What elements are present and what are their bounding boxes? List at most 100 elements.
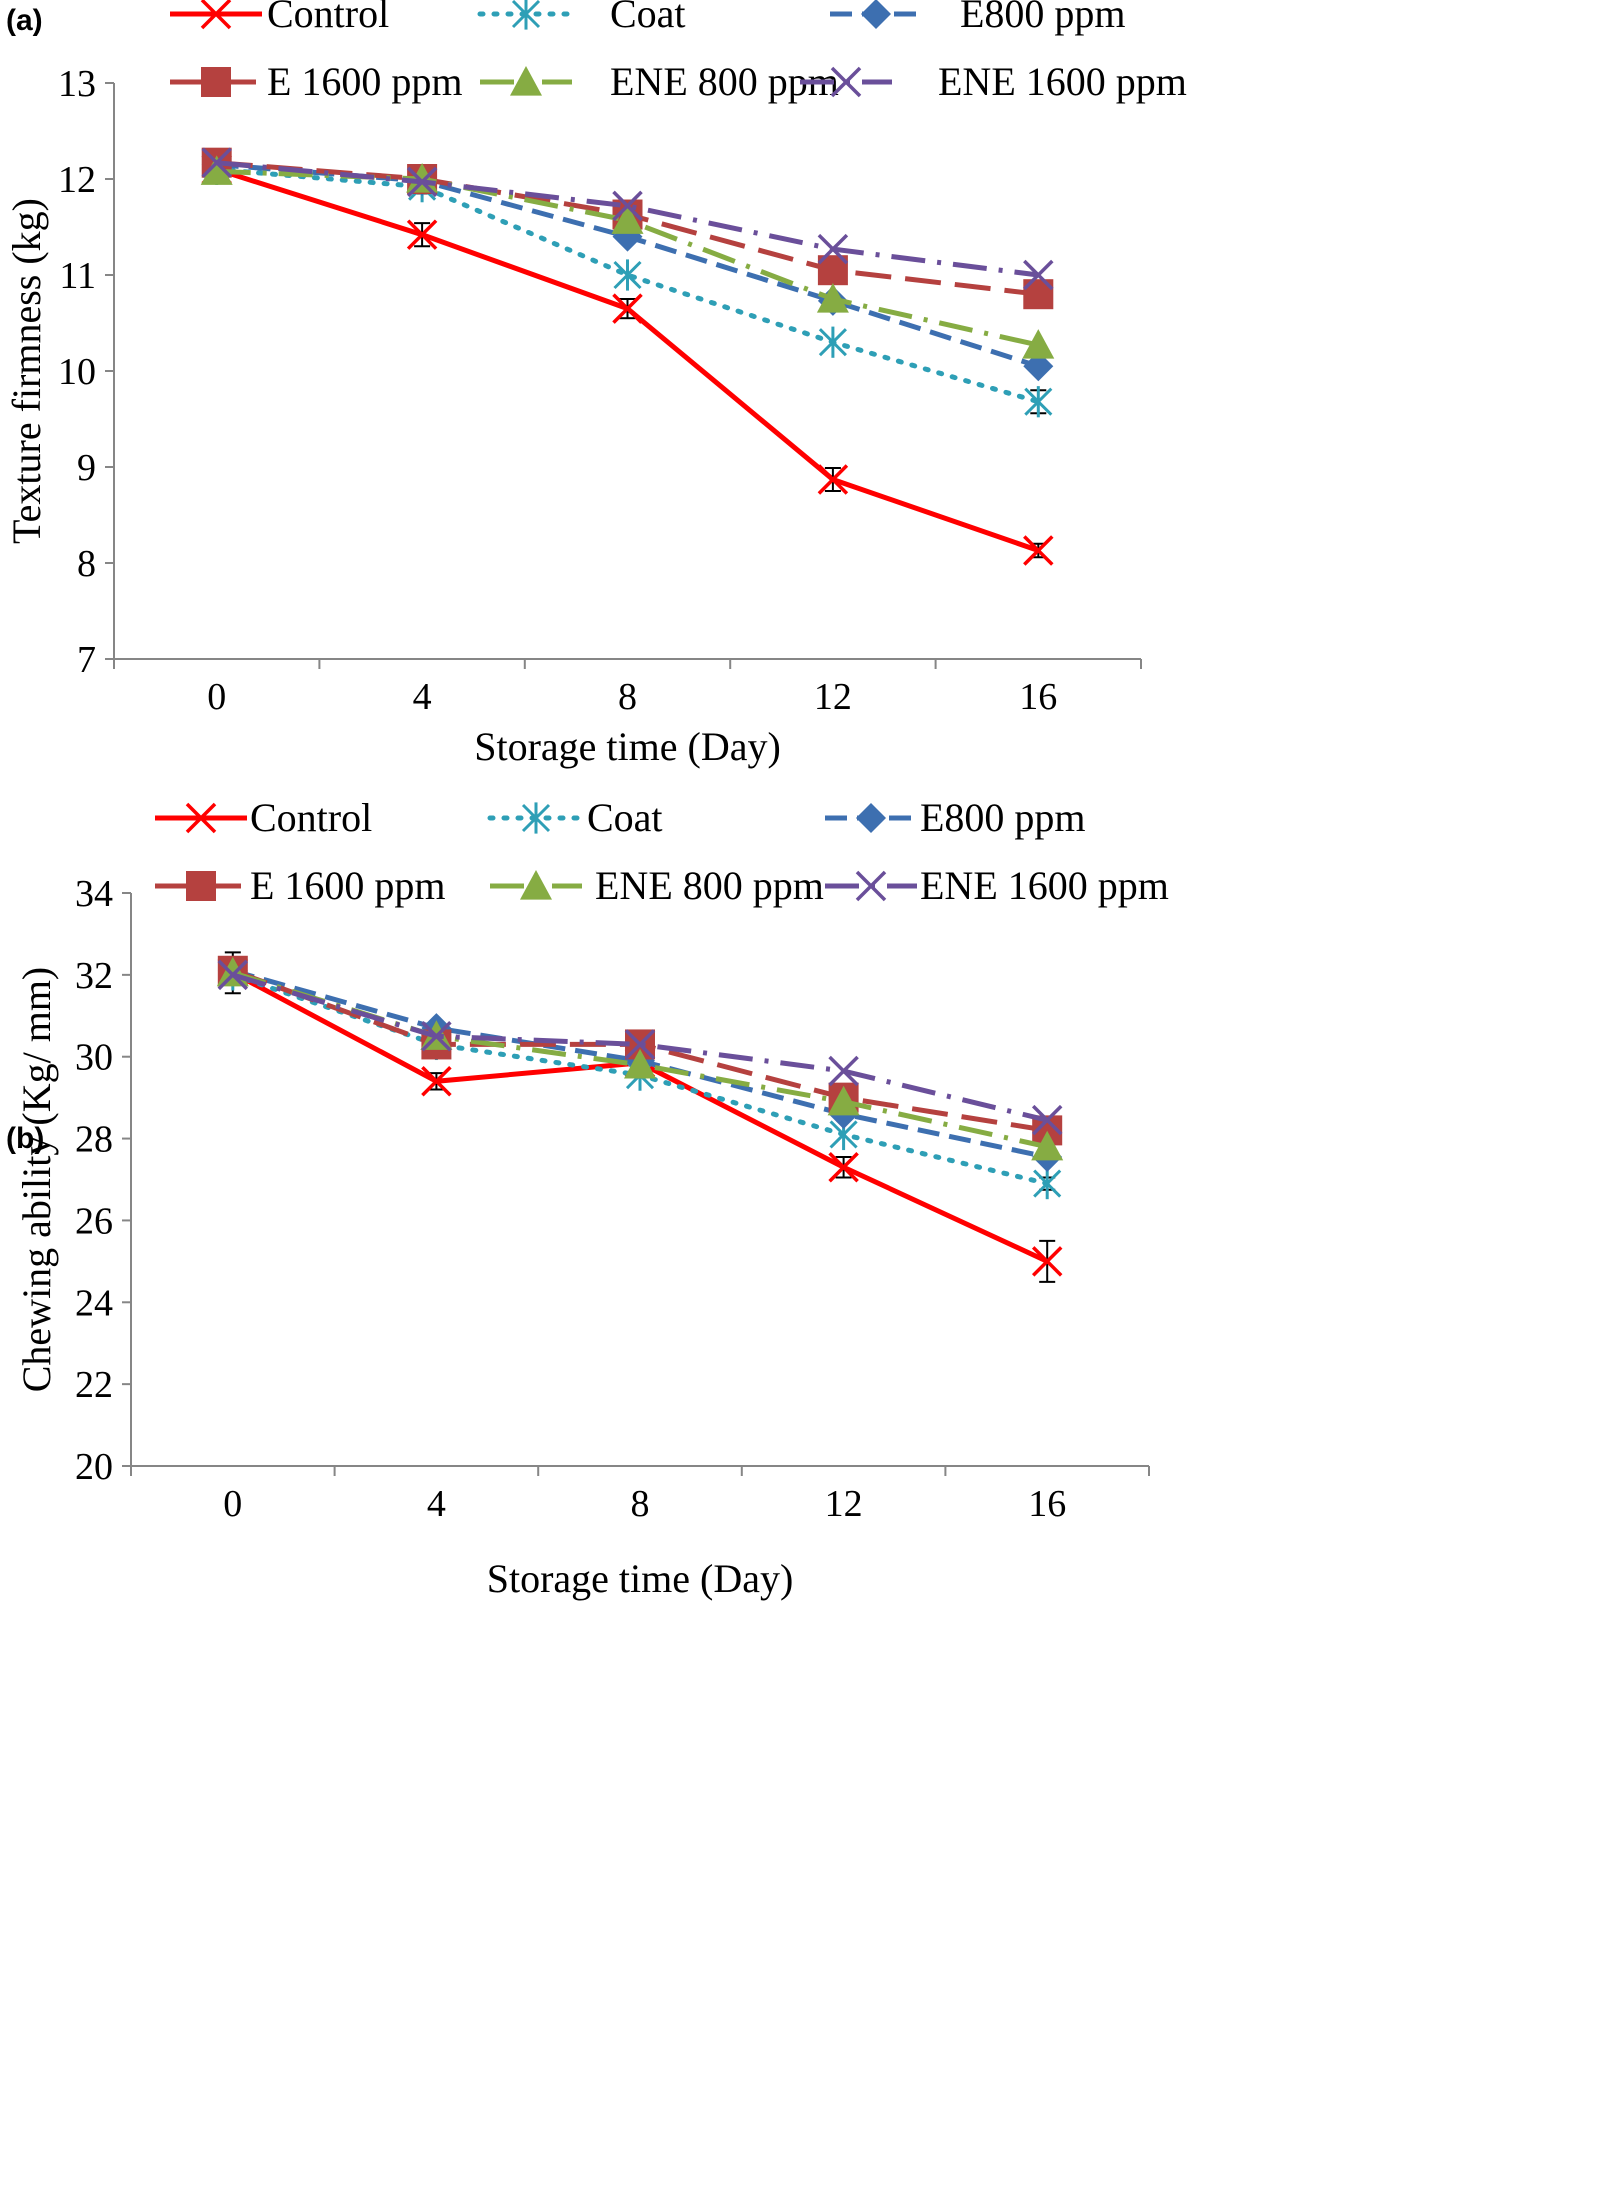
data-point	[624, 1029, 656, 1060]
series-coat	[202, 153, 1053, 418]
data-point	[817, 233, 849, 265]
y-tick-label: 30	[75, 1037, 113, 1079]
legend-label: Control	[267, 0, 389, 36]
legend-label: E800 ppm	[960, 0, 1126, 36]
legend-marker	[186, 871, 216, 901]
legend-marker	[520, 870, 552, 900]
series-line	[232, 972, 1048, 1123]
legend-entry-e800-ppm: E800 ppm	[830, 0, 1126, 36]
series-line	[216, 160, 1039, 278]
data-point	[200, 155, 233, 185]
legend-label: E 1600 ppm	[267, 59, 463, 104]
series-ene-800-ppm	[216, 956, 1064, 1161]
data-point	[1022, 329, 1055, 359]
series-ene-800-ppm	[200, 155, 1055, 359]
series-ene-1600-ppm	[217, 959, 1063, 1136]
legend-entry-e-1600-ppm: E 1600 ppm	[155, 863, 446, 908]
legend-marker	[200, 0, 232, 30]
y-tick-label: 22	[75, 1364, 113, 1406]
legend-marker	[861, 0, 891, 29]
legend-entry-e-1600-ppm: E 1600 ppm	[170, 59, 463, 104]
data-point	[1031, 1246, 1063, 1277]
legend-marker	[511, 0, 541, 30]
data-point	[406, 166, 438, 198]
x-tick-label: 8	[631, 1483, 650, 1525]
data-point	[624, 1048, 656, 1079]
y-tick-label: 32	[75, 955, 113, 997]
chart-panel-b: 20 22 24 26 28 30 32 34 0 4 8 12 16 Storage time (Day…	[14, 795, 1169, 1601]
data-point	[421, 1066, 452, 1097]
legend-entry-ene-1600-ppm: ENE 1600 ppm	[825, 863, 1169, 908]
y-axis-title: Chewing ability (Kg/ mm)	[14, 967, 59, 1393]
x-tick-label: 16	[1028, 1483, 1066, 1525]
x-tick-label: 4	[413, 676, 432, 718]
data-point	[611, 204, 644, 234]
data-point	[421, 1021, 452, 1052]
y-tick-label: 13	[58, 63, 96, 105]
data-point	[1031, 1130, 1064, 1161]
data-point	[816, 283, 849, 313]
legend-marker	[521, 802, 551, 834]
x-tick-label: 12	[825, 1483, 863, 1525]
series-ene-1600-ppm	[201, 147, 1054, 291]
y-tick-label: 24	[75, 1282, 113, 1324]
data-point	[828, 1151, 859, 1183]
legend-entry-control: Control	[170, 0, 389, 36]
data-point	[1023, 351, 1054, 382]
legend-entry-coat: Coat	[477, 0, 686, 36]
data-point	[828, 1055, 859, 1087]
y-tick-label: 10	[58, 351, 96, 393]
x-tick-label: 4	[427, 1483, 446, 1525]
legend-label: Coat	[587, 795, 663, 840]
data-point	[827, 1085, 860, 1116]
legend-entry-control: Control	[155, 795, 372, 840]
legend-label: ENE 800 ppm	[595, 863, 824, 908]
panel-label-a: (a)	[6, 4, 43, 37]
x-tick-label: 0	[223, 1483, 242, 1525]
legend-label: E800 ppm	[920, 795, 1086, 840]
legend-entry-ene-800-ppm: ENE 800 ppm	[480, 59, 839, 104]
y-tick-label: 11	[59, 255, 96, 297]
data-point	[1023, 259, 1054, 291]
y-tick-label: 20	[75, 1446, 113, 1488]
y-tick-label: 9	[77, 447, 96, 489]
x-tick-label: 16	[1019, 676, 1057, 718]
x-tick-label: 8	[618, 676, 637, 718]
legend-marker	[856, 803, 886, 833]
legend-marker	[185, 802, 217, 834]
legend-label: ENE 1600 ppm	[938, 59, 1187, 104]
y-tick-label: 7	[77, 639, 96, 681]
data-point	[1031, 1104, 1063, 1136]
legend-label: Control	[250, 795, 372, 840]
legend-entry-e800-ppm: E800 ppm	[825, 795, 1086, 840]
data-point	[612, 190, 643, 222]
data-point	[1033, 1167, 1062, 1200]
y-axis-title: Texture firmness (kg)	[4, 198, 49, 544]
y-tick-label: 8	[77, 543, 96, 585]
series-line	[214, 166, 1041, 405]
legend-entry-ene-800-ppm: ENE 800 ppm	[490, 863, 824, 908]
x-axis-title: Storage time (Day)	[474, 724, 781, 769]
series-coat	[218, 959, 1062, 1200]
x-tick-label: 0	[207, 676, 226, 718]
data-point	[613, 259, 642, 291]
legend-marker	[855, 870, 887, 902]
legend-marker	[830, 66, 862, 98]
y-tick-label: 12	[58, 159, 96, 201]
y-tick-label: 28	[75, 1119, 113, 1161]
data-point	[1024, 386, 1053, 418]
legend-label: ENE 1600 ppm	[920, 863, 1169, 908]
legend-marker	[510, 66, 542, 96]
panel-label-b: (b)	[6, 1122, 44, 1155]
legend-label: E 1600 ppm	[250, 863, 446, 908]
legend-label: Coat	[610, 0, 686, 36]
x-tick-label: 12	[814, 676, 852, 718]
data-point	[201, 147, 232, 178]
data-point	[1023, 535, 1054, 566]
data-point	[217, 959, 249, 991]
legend-entry-coat: Coat	[487, 795, 663, 840]
chart-panel-a: 7 8 9 10 11 12 13 0 4 8 12 16 Storage time (Day) Text…	[4, 0, 1187, 769]
data-point	[406, 219, 438, 250]
